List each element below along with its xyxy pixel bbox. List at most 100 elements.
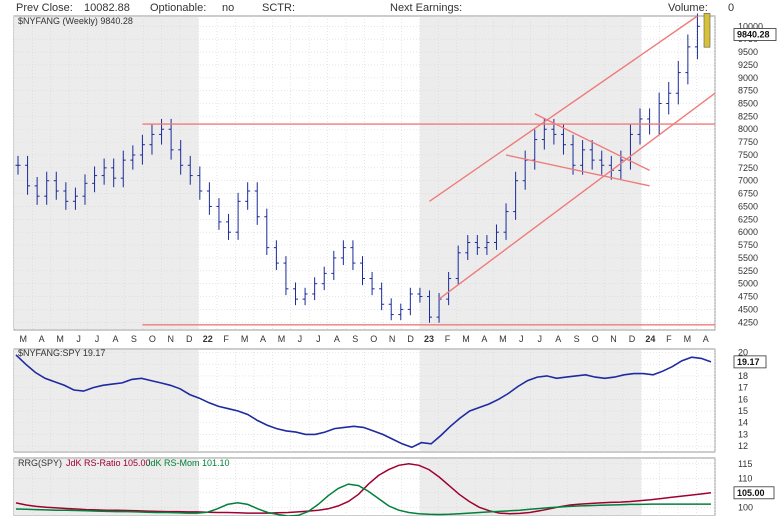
x-axis-month-label: N [168, 334, 175, 344]
panel-2-ytick-label: 15 [738, 406, 748, 416]
x-axis-month-label: M [684, 334, 692, 344]
panel-1-ytick-label: 6750 [738, 189, 758, 199]
rs-mom-line [15, 483, 711, 516]
x-axis-month-label: J [76, 334, 81, 344]
panel-1-ytick-label: 5250 [738, 266, 758, 276]
ratio-last-value: 19.17 [737, 357, 760, 367]
x-axis-month-label: M [462, 334, 470, 344]
x-axis-month-label: D [407, 334, 414, 344]
x-axis-month-label: J [95, 334, 100, 344]
x-axis-month-label: 23 [424, 334, 434, 344]
panel-1-ytick-label: 7500 [738, 150, 758, 160]
x-axis-month-label: 24 [645, 334, 655, 344]
panel-1-ytick-label: 4750 [738, 292, 758, 302]
panel-1-ytick-label: 10000 [738, 21, 763, 31]
panel-1-ytick-label: 9500 [738, 47, 758, 57]
diagonal-trendline [438, 92, 716, 300]
ratio-panel-legend: $NYFANG:SPY 19.17 [18, 348, 105, 358]
panel-1-ytick-label: 5750 [738, 240, 758, 250]
price-last-value-tag [733, 28, 777, 41]
panel-2-ytick-label: 12 [738, 441, 748, 451]
diagonal-trendline [429, 15, 698, 202]
panel-2-ytick-label: 13 [738, 429, 748, 439]
panel-2-ytick-label: 17 [738, 383, 748, 393]
x-axis-month-label: M [499, 334, 507, 344]
panel-1-ytick-label: 6250 [738, 214, 758, 224]
x-axis-month-label: N [389, 334, 396, 344]
volume-label: Volume: [668, 2, 708, 14]
diagonal-trendline [534, 113, 650, 172]
x-axis-month-label: D [186, 334, 193, 344]
x-axis-month-label: F [223, 334, 229, 344]
volume-value: 0 [728, 2, 735, 14]
x-axis-month-label: F [445, 334, 451, 344]
x-axis-month-label: 22 [203, 334, 213, 344]
panel-1-ytick-label: 5000 [738, 279, 758, 289]
panel-2-ytick-label: 18 [738, 371, 748, 381]
panel-1-ytick-label: 9250 [738, 60, 758, 70]
panel-1-ytick-label: 4500 [738, 304, 758, 314]
x-axis-month-label: A [112, 334, 118, 344]
x-axis-month-label: A [703, 334, 709, 344]
price-last-value: 9840.28 [737, 30, 770, 40]
x-axis-month-label: O [149, 334, 156, 344]
panel-3-ytick-label: 100 [738, 502, 753, 512]
panel-1-ytick-label: 4250 [738, 317, 758, 327]
next-earnings-label: Next Earnings: [390, 2, 463, 14]
panel-1-ytick-label: 6000 [738, 227, 758, 237]
x-axis-month-label: J [316, 334, 321, 344]
rrg-panel-legend: RRG(SPY) JdK RS-Ratio 105.00 JdK RS-Mom … [18, 458, 230, 468]
panel-1-ytick-label: 8750 [738, 86, 758, 96]
x-axis-month-label: A [555, 334, 561, 344]
x-axis-month-label: J [538, 334, 543, 344]
panel-2-ytick-label: 20 [738, 348, 748, 358]
last-bar-highlight [703, 13, 711, 48]
panel-1-ytick-label: 7750 [738, 137, 758, 147]
x-axis-month-label: M [56, 334, 64, 344]
x-axis-month-label: O [370, 334, 377, 344]
panel-2-ytick-label: 14 [738, 418, 748, 428]
rrg-legend-mom: JdK RS-Mom 101.10 [146, 458, 230, 468]
optionable-label: Optionable: [150, 2, 207, 14]
panel-1-ytick-label: 8000 [738, 124, 758, 134]
rrg-legend-prefix: RRG(SPY) [18, 458, 62, 468]
panel-1-ytick-label: 7250 [738, 163, 758, 173]
x-axis-month-label: M [19, 334, 27, 344]
x-axis-month-label: J [298, 334, 303, 344]
x-axis-month-label: A [260, 334, 266, 344]
x-axis-month-label: D [629, 334, 636, 344]
panel-3-shade-0 [14, 459, 199, 515]
x-axis-month-label: A [481, 334, 487, 344]
sctr-label: SCTR: [262, 2, 295, 14]
panel-1-ytick-label: 8250 [738, 111, 758, 121]
panel-1-ytick-label: 6500 [738, 201, 758, 211]
symbol-summary-header: Prev Close: 10082.88 Optionable: no SCTR… [0, 0, 780, 16]
price-panel-legend: $NYFANG (Weekly) 9840.28 [18, 16, 133, 26]
x-axis-month-label: S [574, 334, 580, 344]
x-axis-month-label: O [592, 334, 599, 344]
x-axis-month-label: F [666, 334, 672, 344]
rrg-legend-ratio: JdK RS-Ratio 105.00 [66, 458, 151, 468]
ratio-last-value-tag [733, 355, 767, 369]
panel-1-ytick-label: 5500 [738, 253, 758, 263]
x-axis-month-label: M [241, 334, 249, 344]
panel-3-ytick-label: 110 [738, 473, 752, 483]
prev-close-label: Prev Close: [16, 2, 73, 14]
prev-close-value: 10082.88 [84, 2, 130, 14]
panel-2-ytick-label: 16 [738, 394, 748, 404]
rrg-last-value: 105.00 [737, 488, 765, 498]
x-axis-month-label: J [519, 334, 524, 344]
panel-1-ytick-label: 9000 [738, 73, 758, 83]
ratio-line [15, 354, 712, 449]
x-axis-month-label: S [131, 334, 137, 344]
x-axis-month-label: A [39, 334, 45, 344]
x-axis-month-label: A [334, 334, 340, 344]
rrg-last-value-tag [733, 486, 775, 500]
optionable-value: no [222, 2, 235, 14]
x-axis-month-label: M [278, 334, 286, 344]
panel-1-ytick-label: 7000 [738, 176, 758, 186]
x-axis-month-label: N [610, 334, 617, 344]
panel-3-ytick-label: 115 [738, 459, 752, 469]
x-axis-month-label: S [352, 334, 358, 344]
